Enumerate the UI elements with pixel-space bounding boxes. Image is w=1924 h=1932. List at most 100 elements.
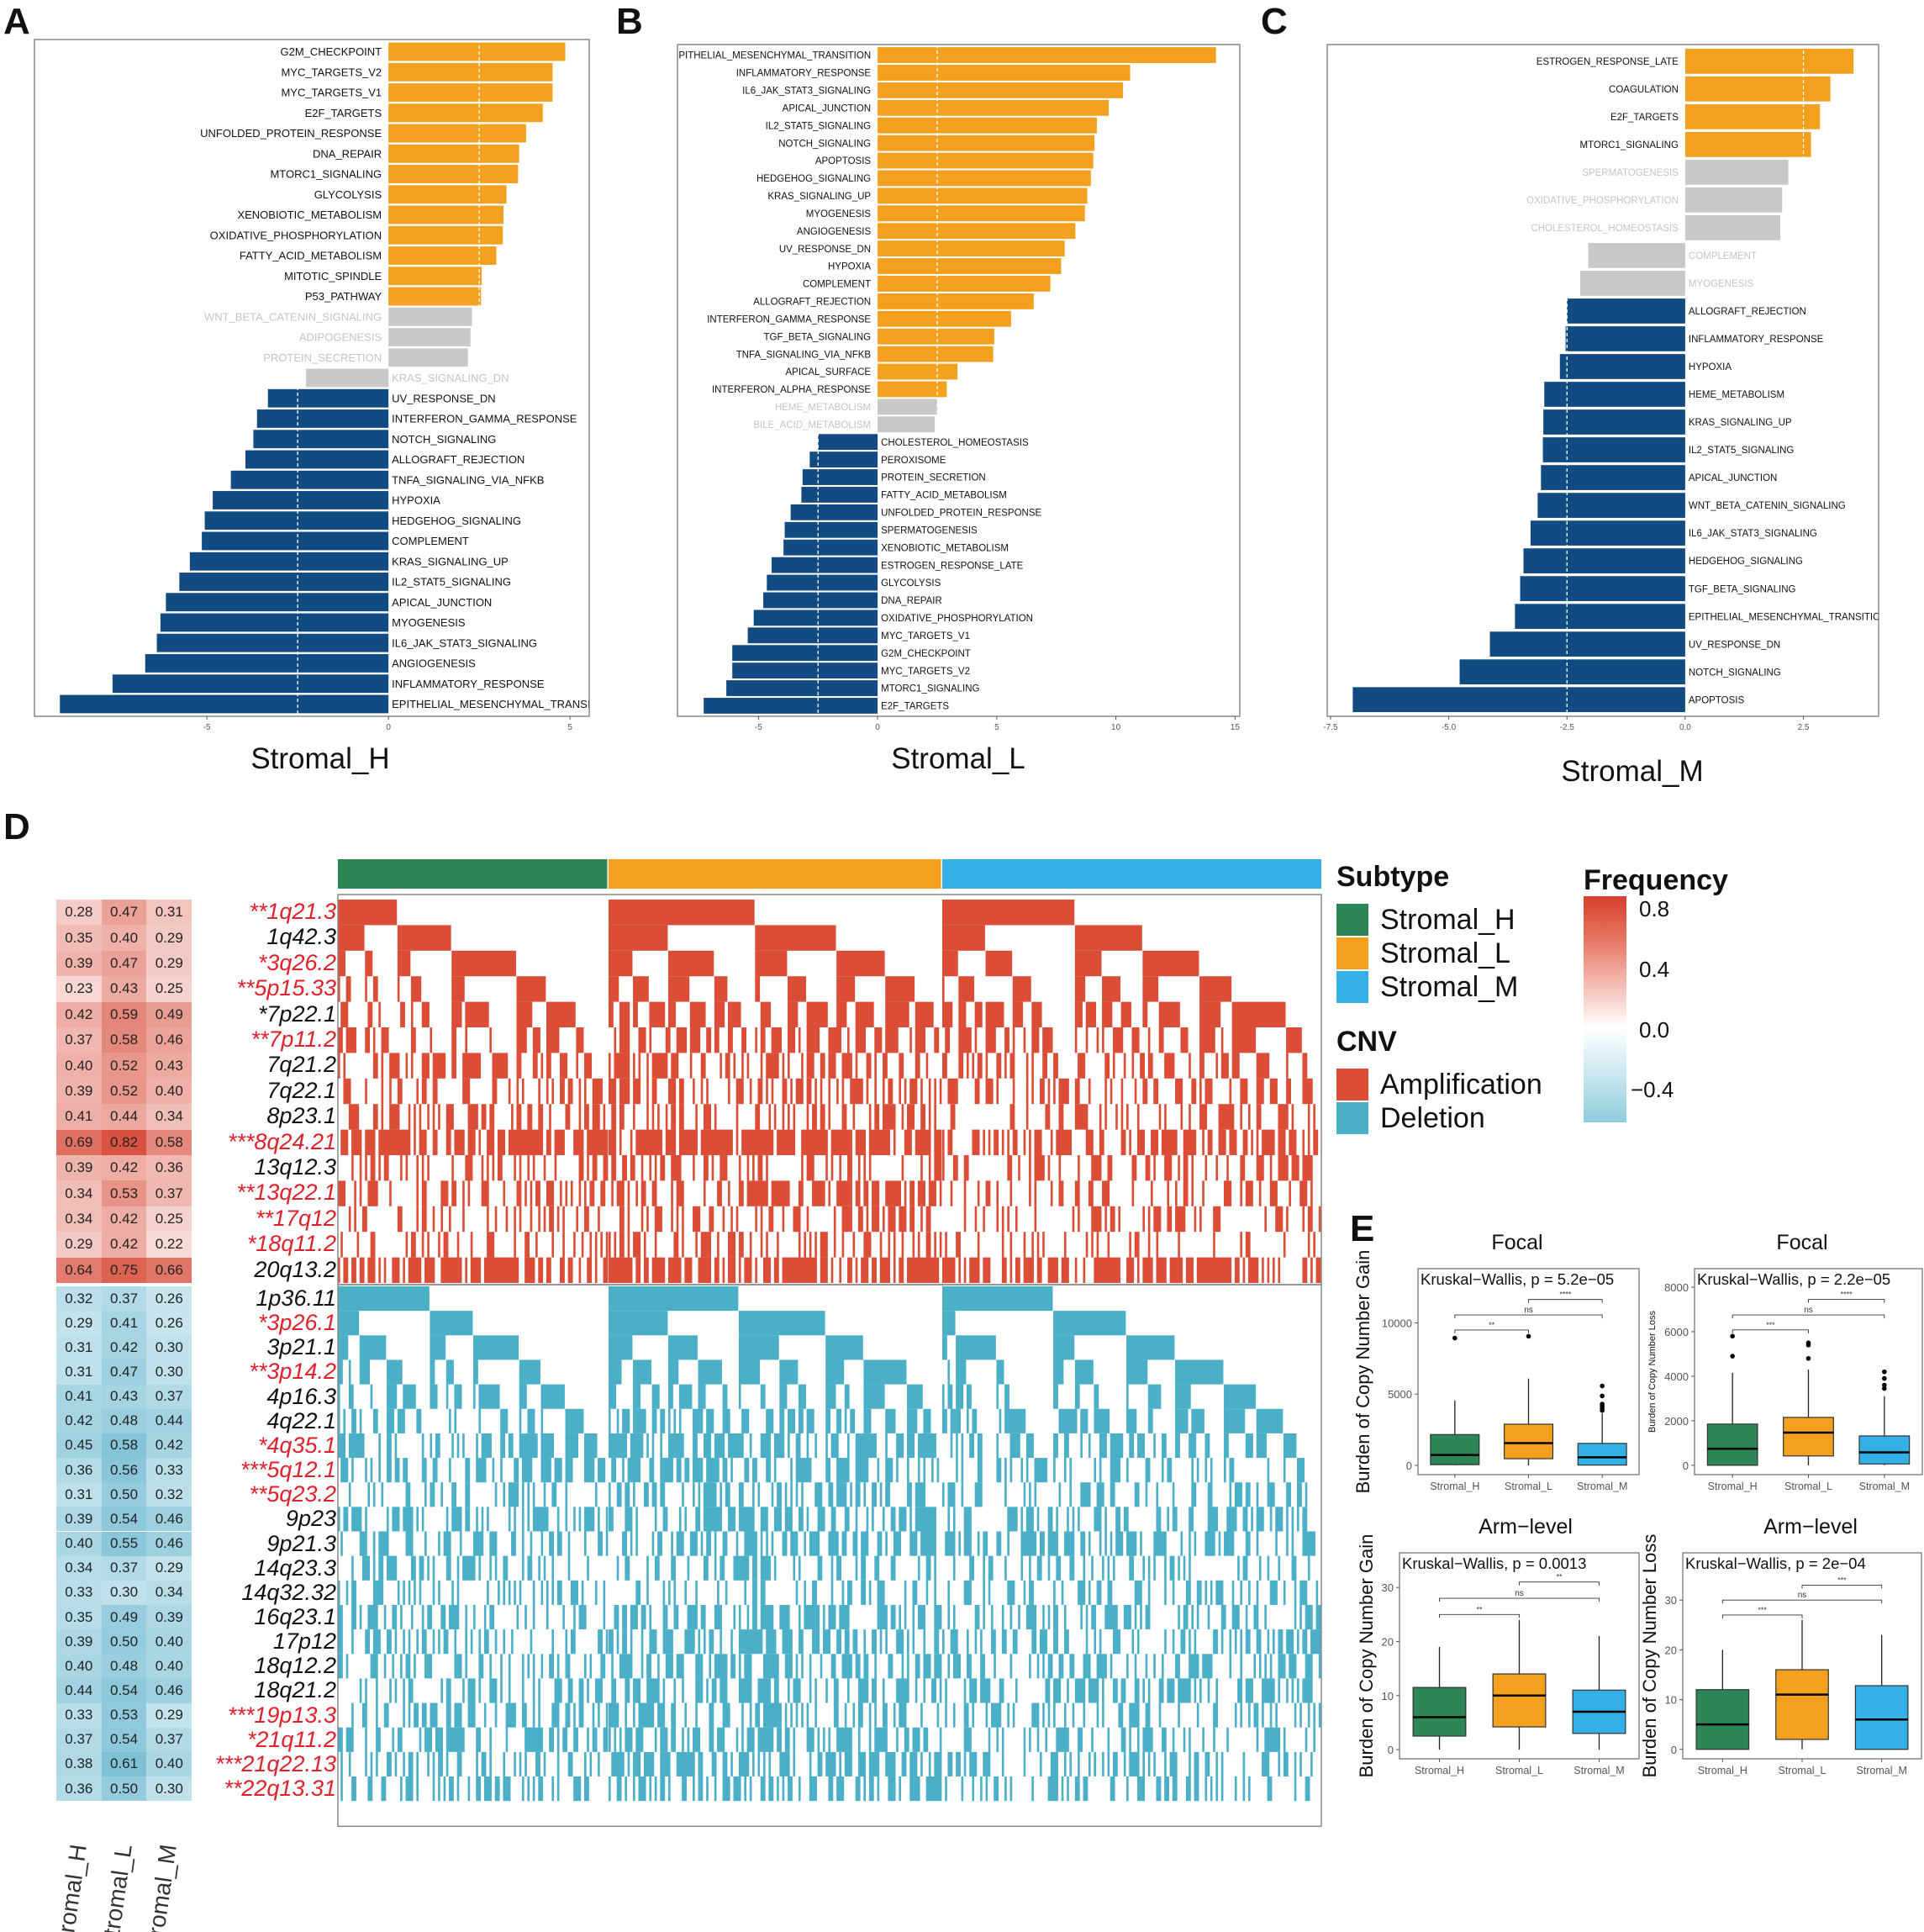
comparison-bracket [1454,1314,1603,1319]
cnv-amplification-cell [874,1027,883,1053]
cnv-amplification-cell [855,1129,867,1155]
cnv-deletion-cell [421,1458,427,1483]
cnv-deletion-cell [445,1384,449,1409]
cnv-deletion-cell [1023,1482,1026,1507]
bar-label: KRAS_SIGNALING_UP [767,192,871,202]
cnv-deletion-cell [879,1482,883,1507]
cnv-deletion-cell [752,1580,757,1605]
outlier-point [1882,1369,1887,1375]
cnv-deletion-cell [844,1751,852,1776]
cnv-deletion-cell [907,1408,918,1433]
bar-label: ALLOGRAFT_REJECTION [753,298,871,308]
cnv-amplification-cell [1142,1206,1146,1233]
cnv-deletion-cell [625,1776,627,1802]
cnv-deletion-cell [594,1580,598,1605]
bar-label: P53_PATHWAY [305,290,382,303]
heatmap-cell: 0.37 [101,1286,147,1312]
cnv-deletion-cell [646,1678,660,1703]
cnv-amplification-cell [1096,1232,1099,1258]
cnv-amplification-cell [1136,1257,1140,1283]
cnv-deletion-cell [370,1654,378,1679]
cnv-amplification-cell [603,1104,606,1130]
comparison-bracket [1732,1314,1885,1319]
cnv-deletion-cell [370,1384,373,1409]
cnv-deletion-cell [836,1482,847,1507]
cnv-deletion-cell [757,1751,761,1776]
cnv-deletion-cell [950,1433,953,1459]
cnv-amplification-cell [866,1206,869,1233]
bar-label: UNFOLDED_PROTEIN_RESPONSE [200,127,382,140]
cnv-deletion-cell [804,1580,807,1605]
cnv-deletion-cell [1275,1507,1284,1532]
cnv-amplification-cell [1215,1155,1218,1181]
cnv-amplification-cell [338,950,346,977]
bar-label: MYOGENESIS [392,616,466,629]
cnv-deletion-cell [430,1384,438,1409]
cnv-deletion-cell [343,1408,346,1433]
cnv-amplification-cell [1156,1257,1167,1283]
cnv-deletion-cell [990,1629,996,1655]
cnv-amplification-cell [755,950,788,977]
cnv-deletion-cell [465,1654,467,1679]
cnv-amplification-cell [408,1104,411,1130]
cnv-deletion-cell [500,1458,503,1483]
heatmap-cell: 0.33 [56,1702,102,1728]
cnv-deletion-cell [956,1335,996,1360]
cnv-deletion-cell [676,1654,684,1679]
cnv-deletion-cell [1245,1678,1253,1703]
cnv-deletion-cell [1053,1311,1126,1336]
cnv-deletion-cell [917,1604,926,1630]
cnv-deletion-cell [706,1408,714,1433]
cnv-amplification-cell [365,976,367,1002]
cnv-deletion-cell [1210,1458,1213,1483]
cnv-amplification-cell [977,1180,980,1206]
cnv-amplification-cell [996,1053,1002,1079]
cnv-amplification-cell [684,1257,693,1283]
cnv-deletion-cell [1318,1654,1321,1679]
cnv-deletion-cell [609,1433,627,1459]
cnv-amplification-cell [958,976,975,1002]
cnv-amplification-cell [338,1180,346,1206]
cnv-amplification-cell [755,925,836,951]
cnv-deletion-cell [730,1751,733,1776]
cnv-deletion-cell [1134,1654,1137,1679]
heatmap-cell: 0.41 [56,1384,102,1409]
cnv-deletion-cell [348,1384,354,1409]
heatmap-cell: 0.29 [146,950,192,977]
cnv-amplification-cell [378,1129,411,1155]
cnv-amplification-cell [801,1129,828,1155]
cnv-deletion-cell [1053,1604,1058,1630]
cnv-deletion-cell [540,1531,544,1556]
cnv-amplification-cell [416,1180,419,1206]
cnv-amplification-cell [340,1129,349,1155]
cnv-amplification-cell [462,1180,465,1206]
bar-fatty-acid-metabolism [801,487,878,503]
cnv-deletion-cell [885,1531,888,1556]
cnv-deletion-cell [430,1702,438,1728]
cnv-deletion-cell [1267,1458,1270,1483]
cnv-deletion-cell [427,1604,433,1630]
cnv-deletion-cell [635,1531,638,1556]
x-tick-label: Stromal_M [1859,1481,1910,1492]
cnv-amplification-cell [573,1232,576,1258]
cnv-deletion-cell [779,1751,790,1776]
cnv-amplification-cell [673,1232,679,1258]
cnv-deletion-cell [771,1531,774,1556]
cnv-amplification-cell [1142,1078,1148,1105]
x-tick-label: -2.5 [1560,723,1575,732]
cnv-deletion-cell [1175,1359,1224,1385]
cnv-deletion-cell [511,1531,516,1556]
cnv-amplification-cell [524,1180,527,1206]
bar-label: EPITHELIAL_MESENCHYMAL_TRANSITION [672,51,871,61]
cnv-deletion-cell [956,1751,961,1776]
cytoband-label: **17q12 [255,1205,336,1231]
cnv-deletion-cell [1267,1629,1270,1655]
cnv-amplification-cell [828,1078,831,1105]
bar-p53-pathway [388,287,482,306]
cnv-deletion-cell [917,1555,920,1581]
cnv-amplification-cell [609,925,668,951]
bar-label: DNA_REPAIR [881,596,942,606]
cnv-deletion-cell [795,1580,799,1605]
cnv-amplification-cell [920,1206,923,1233]
cnv-deletion-cell [825,1408,831,1433]
